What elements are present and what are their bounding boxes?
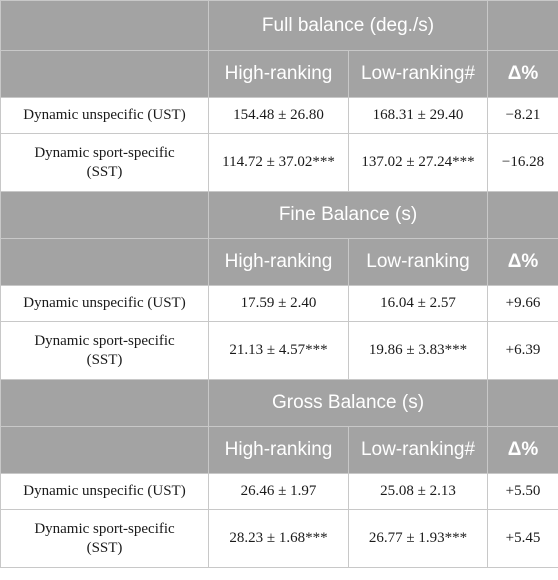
empty-delta-cell [487,379,558,427]
row-label: Dynamic sport-specific (SST) [0,133,209,192]
col-delta: Δ% [487,238,558,286]
col-delta: Δ% [487,426,558,474]
col-low-ranking: Low-ranking# [348,50,488,98]
column-header-row: High-ranking Low-ranking# Δ% [0,50,558,98]
col-high-ranking: High-ranking [208,238,349,286]
section-header-row: Gross Balance (s) [0,379,558,427]
high-value: 26.46 ± 1.97 [208,473,349,510]
delta-value: +5.50 [487,473,558,510]
column-header-row: High-ranking Low-ranking Δ% [0,238,558,286]
delta-value: +9.66 [487,285,558,322]
section-header-row: Full balance (deg./s) [0,0,558,51]
delta-value: −16.28 [487,133,558,192]
empty-corner-cell [0,379,209,427]
empty-label-header [0,50,209,98]
row-label: Dynamic unspecific (UST) [0,473,209,510]
row-label: Dynamic sport-specific (SST) [0,321,209,380]
table-row: Dynamic sport-specific (SST) 21.13 ± 4.5… [0,321,558,380]
col-low-ranking: Low-ranking [348,238,488,286]
high-value: 114.72 ± 37.02*** [208,133,349,192]
empty-delta-cell [487,0,558,51]
low-value: 16.04 ± 2.57 [348,285,488,322]
col-delta: Δ% [487,50,558,98]
empty-label-header [0,238,209,286]
section-title: Full balance (deg./s) [208,0,488,51]
col-low-ranking: Low-ranking# [348,426,488,474]
table-row: Dynamic sport-specific (SST) 114.72 ± 37… [0,133,558,192]
low-value: 25.08 ± 2.13 [348,473,488,510]
low-value: 26.77 ± 1.93*** [348,509,488,568]
delta-value: +6.39 [487,321,558,380]
col-high-ranking: High-ranking [208,50,349,98]
balance-table: Full balance (deg./s) High-ranking Low-r… [0,0,558,568]
high-value: 17.59 ± 2.40 [208,285,349,322]
empty-corner-cell [0,191,209,239]
row-label: Dynamic unspecific (UST) [0,285,209,322]
high-value: 28.23 ± 1.68*** [208,509,349,568]
empty-label-header [0,426,209,474]
section-header-row: Fine Balance (s) [0,191,558,239]
col-high-ranking: High-ranking [208,426,349,474]
empty-delta-cell [487,191,558,239]
low-value: 137.02 ± 27.24*** [348,133,488,192]
table-row: Dynamic unspecific (UST) 17.59 ± 2.40 16… [0,285,558,322]
high-value: 154.48 ± 26.80 [208,97,349,134]
table-row: Dynamic unspecific (UST) 26.46 ± 1.97 25… [0,473,558,510]
table-row: Dynamic sport-specific (SST) 28.23 ± 1.6… [0,509,558,568]
section-title: Fine Balance (s) [208,191,488,239]
column-header-row: High-ranking Low-ranking# Δ% [0,426,558,474]
low-value: 19.86 ± 3.83*** [348,321,488,380]
high-value: 21.13 ± 4.57*** [208,321,349,380]
row-label: Dynamic sport-specific (SST) [0,509,209,568]
row-label: Dynamic unspecific (UST) [0,97,209,134]
low-value: 168.31 ± 29.40 [348,97,488,134]
delta-value: +5.45 [487,509,558,568]
section-title: Gross Balance (s) [208,379,488,427]
empty-corner-cell [0,0,209,51]
delta-value: −8.21 [487,97,558,134]
table-row: Dynamic unspecific (UST) 154.48 ± 26.80 … [0,97,558,134]
